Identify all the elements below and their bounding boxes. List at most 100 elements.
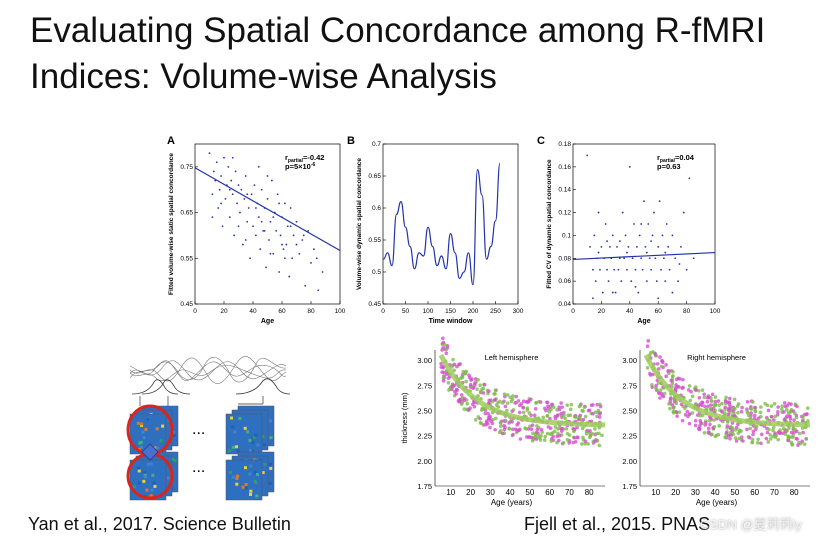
female-point xyxy=(749,411,754,415)
male-point xyxy=(724,395,728,400)
male-point xyxy=(452,368,457,373)
x-tick-label: 80 xyxy=(790,488,799,497)
map-voxel xyxy=(255,472,259,476)
scatter-point xyxy=(275,229,278,232)
male-point xyxy=(773,414,778,419)
female-point xyxy=(478,416,482,421)
scatter-point xyxy=(650,268,652,271)
scatter-point xyxy=(211,193,214,196)
y-tick-label: 0.45 xyxy=(180,301,193,308)
map-voxel xyxy=(235,482,239,486)
x-tick-label: 300 xyxy=(513,308,524,315)
male-point xyxy=(781,426,786,431)
map-voxel xyxy=(149,494,153,498)
female-point xyxy=(559,429,564,433)
scatter-point xyxy=(607,280,610,283)
male-point xyxy=(735,404,740,408)
scatter-point xyxy=(644,245,647,248)
male-point xyxy=(478,421,483,425)
ellipsis-top: ... xyxy=(192,421,205,438)
female-point xyxy=(686,388,691,392)
male-point xyxy=(797,431,802,436)
female-point xyxy=(726,412,731,416)
female-point xyxy=(572,435,577,440)
scatter-point xyxy=(260,220,263,223)
scatter-point xyxy=(620,280,623,283)
female-point xyxy=(711,406,716,411)
y-tick-label: 0.08 xyxy=(558,255,571,262)
map-voxel xyxy=(244,482,248,486)
y-tick-label: 0.5 xyxy=(372,269,381,276)
male-point xyxy=(751,400,755,404)
male-point xyxy=(465,401,470,406)
female-point xyxy=(658,396,662,400)
female-point xyxy=(725,424,730,428)
plot-frame xyxy=(194,143,341,305)
male-point xyxy=(460,375,465,379)
map-voxel xyxy=(142,436,146,440)
y-tick-label: 0.45 xyxy=(368,301,381,308)
male-point xyxy=(565,403,569,407)
scatter-point xyxy=(621,211,624,214)
scatter-point xyxy=(234,170,237,173)
female-point xyxy=(687,421,692,426)
x-axis-label: Time window xyxy=(429,318,473,325)
male-point xyxy=(566,413,571,418)
map-voxel xyxy=(137,481,141,485)
male-point xyxy=(729,425,733,429)
female-point xyxy=(441,340,446,345)
male-point xyxy=(753,408,757,413)
scatter-point xyxy=(228,216,231,219)
female-point xyxy=(664,374,668,379)
map-voxel xyxy=(249,489,253,493)
male-point xyxy=(732,397,737,402)
male-point xyxy=(702,430,707,435)
scatter-point xyxy=(617,268,620,271)
female-point xyxy=(510,427,515,432)
scatter-point xyxy=(692,257,695,260)
female-point xyxy=(452,362,457,367)
male-point xyxy=(731,432,736,437)
scatter-point xyxy=(208,152,211,155)
scatter-point xyxy=(627,245,630,248)
x-tick-label: 20 xyxy=(598,308,606,315)
window-curve-3 xyxy=(235,378,291,395)
map-voxel xyxy=(144,427,148,431)
x-tick-label: 200 xyxy=(468,308,479,315)
male-point xyxy=(786,435,791,440)
y-tick-label: 0.6 xyxy=(372,205,381,212)
female-point xyxy=(519,402,524,406)
scatter-point xyxy=(641,268,644,271)
female-point xyxy=(782,401,787,405)
x-tick-label: 50 xyxy=(402,308,410,315)
male-point xyxy=(541,415,546,420)
male-point xyxy=(580,408,584,413)
scatter-point xyxy=(292,234,295,237)
scatter-point xyxy=(302,234,305,237)
female-point xyxy=(557,433,562,438)
female-point xyxy=(751,429,756,434)
male-point xyxy=(539,434,543,438)
scatter-point xyxy=(606,240,608,243)
female-point xyxy=(455,364,459,369)
male-point xyxy=(780,407,784,412)
scatter-point xyxy=(660,268,662,271)
scatter-point xyxy=(671,234,674,237)
y-tick-label: 0.18 xyxy=(558,141,571,148)
female-point xyxy=(685,409,690,414)
female-point xyxy=(666,369,670,373)
scatter-point xyxy=(279,234,282,237)
map-voxel xyxy=(231,445,235,449)
scatter-point xyxy=(613,268,616,271)
map-voxel xyxy=(238,416,242,420)
female-point xyxy=(648,371,652,376)
male-point xyxy=(748,426,753,431)
csdn-watermark: CSDN @夏莉莉iy xyxy=(700,517,803,532)
male-point xyxy=(462,407,467,411)
female-point xyxy=(669,378,673,383)
male-point xyxy=(785,407,789,412)
scatter-point xyxy=(604,223,607,225)
map-voxel xyxy=(262,443,266,447)
male-point xyxy=(569,402,574,407)
male-point xyxy=(714,433,719,438)
